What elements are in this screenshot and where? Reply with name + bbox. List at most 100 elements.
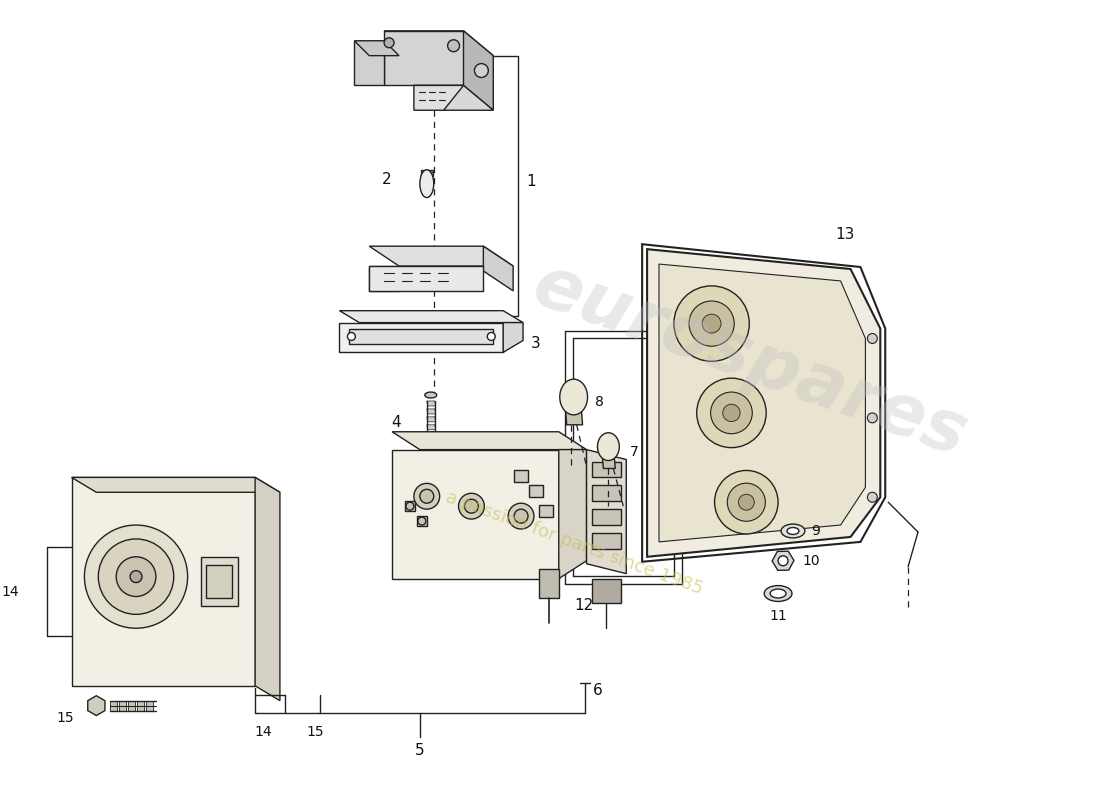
Polygon shape	[200, 557, 239, 606]
Ellipse shape	[786, 527, 799, 534]
Circle shape	[778, 556, 788, 566]
Circle shape	[868, 413, 878, 423]
Polygon shape	[539, 505, 553, 517]
Circle shape	[487, 333, 495, 341]
Polygon shape	[207, 565, 232, 598]
Polygon shape	[370, 266, 483, 291]
Circle shape	[868, 492, 878, 502]
Circle shape	[868, 334, 878, 343]
Polygon shape	[427, 449, 436, 454]
Circle shape	[738, 494, 755, 510]
Ellipse shape	[560, 379, 587, 415]
Circle shape	[448, 40, 460, 52]
Polygon shape	[128, 701, 135, 710]
Circle shape	[414, 483, 440, 509]
Polygon shape	[586, 450, 626, 574]
Polygon shape	[354, 41, 384, 86]
Polygon shape	[592, 486, 622, 502]
Circle shape	[117, 557, 156, 597]
Circle shape	[696, 378, 767, 448]
Polygon shape	[354, 41, 399, 56]
Polygon shape	[427, 417, 436, 422]
Polygon shape	[350, 329, 493, 345]
Polygon shape	[370, 246, 513, 266]
Polygon shape	[565, 412, 583, 425]
Text: 2: 2	[382, 172, 392, 187]
Polygon shape	[603, 458, 615, 469]
Polygon shape	[514, 470, 528, 482]
Polygon shape	[72, 478, 255, 686]
Polygon shape	[559, 450, 586, 578]
Polygon shape	[592, 578, 622, 603]
Ellipse shape	[597, 433, 619, 461]
Text: 13: 13	[836, 226, 855, 242]
Circle shape	[474, 63, 488, 78]
Ellipse shape	[420, 170, 433, 198]
Text: 9: 9	[811, 524, 819, 538]
Text: 3: 3	[531, 336, 541, 351]
Circle shape	[384, 38, 394, 48]
Polygon shape	[592, 509, 622, 525]
Circle shape	[130, 570, 142, 582]
Text: 4: 4	[392, 415, 400, 430]
Circle shape	[85, 525, 188, 628]
Text: a passion for parts since 1985: a passion for parts since 1985	[443, 488, 706, 598]
Polygon shape	[427, 409, 436, 414]
Polygon shape	[421, 170, 432, 176]
Polygon shape	[463, 31, 493, 110]
Text: 15: 15	[307, 726, 324, 739]
Circle shape	[723, 404, 740, 422]
Text: 14: 14	[1, 585, 19, 598]
Circle shape	[459, 494, 484, 519]
Polygon shape	[370, 266, 399, 291]
Polygon shape	[340, 322, 503, 352]
Polygon shape	[503, 322, 522, 352]
Ellipse shape	[764, 586, 792, 602]
Polygon shape	[427, 401, 436, 406]
Polygon shape	[529, 486, 543, 498]
Text: 8: 8	[595, 395, 604, 409]
Circle shape	[514, 509, 528, 523]
Polygon shape	[647, 249, 880, 557]
Polygon shape	[427, 425, 436, 430]
Text: 7: 7	[630, 445, 639, 458]
Circle shape	[715, 470, 778, 534]
Polygon shape	[384, 31, 493, 56]
Text: 5: 5	[415, 743, 425, 758]
Circle shape	[702, 314, 721, 333]
Polygon shape	[414, 86, 493, 110]
Ellipse shape	[425, 392, 437, 398]
Text: 11: 11	[769, 610, 786, 623]
Polygon shape	[417, 516, 427, 526]
Polygon shape	[405, 502, 415, 511]
Circle shape	[348, 333, 355, 341]
Circle shape	[674, 286, 749, 362]
Polygon shape	[110, 701, 118, 710]
Circle shape	[711, 392, 752, 434]
Polygon shape	[255, 478, 279, 701]
Polygon shape	[414, 86, 463, 110]
Polygon shape	[392, 450, 559, 578]
Polygon shape	[427, 441, 436, 446]
Ellipse shape	[770, 589, 786, 598]
Text: 12: 12	[574, 598, 594, 613]
Polygon shape	[427, 433, 436, 438]
Circle shape	[727, 483, 766, 522]
Polygon shape	[146, 701, 153, 710]
Polygon shape	[340, 310, 522, 322]
Circle shape	[98, 539, 174, 614]
Polygon shape	[659, 264, 866, 542]
Text: 10: 10	[803, 554, 821, 568]
Polygon shape	[72, 478, 279, 492]
Polygon shape	[119, 701, 126, 710]
Text: 6: 6	[593, 683, 603, 698]
Text: 15: 15	[56, 710, 75, 725]
Text: 14: 14	[254, 726, 272, 739]
Circle shape	[420, 490, 433, 503]
Polygon shape	[384, 31, 463, 86]
Circle shape	[508, 503, 534, 529]
Polygon shape	[592, 462, 622, 478]
Text: eurospares: eurospares	[522, 250, 976, 471]
Circle shape	[689, 301, 734, 346]
Polygon shape	[592, 533, 622, 549]
